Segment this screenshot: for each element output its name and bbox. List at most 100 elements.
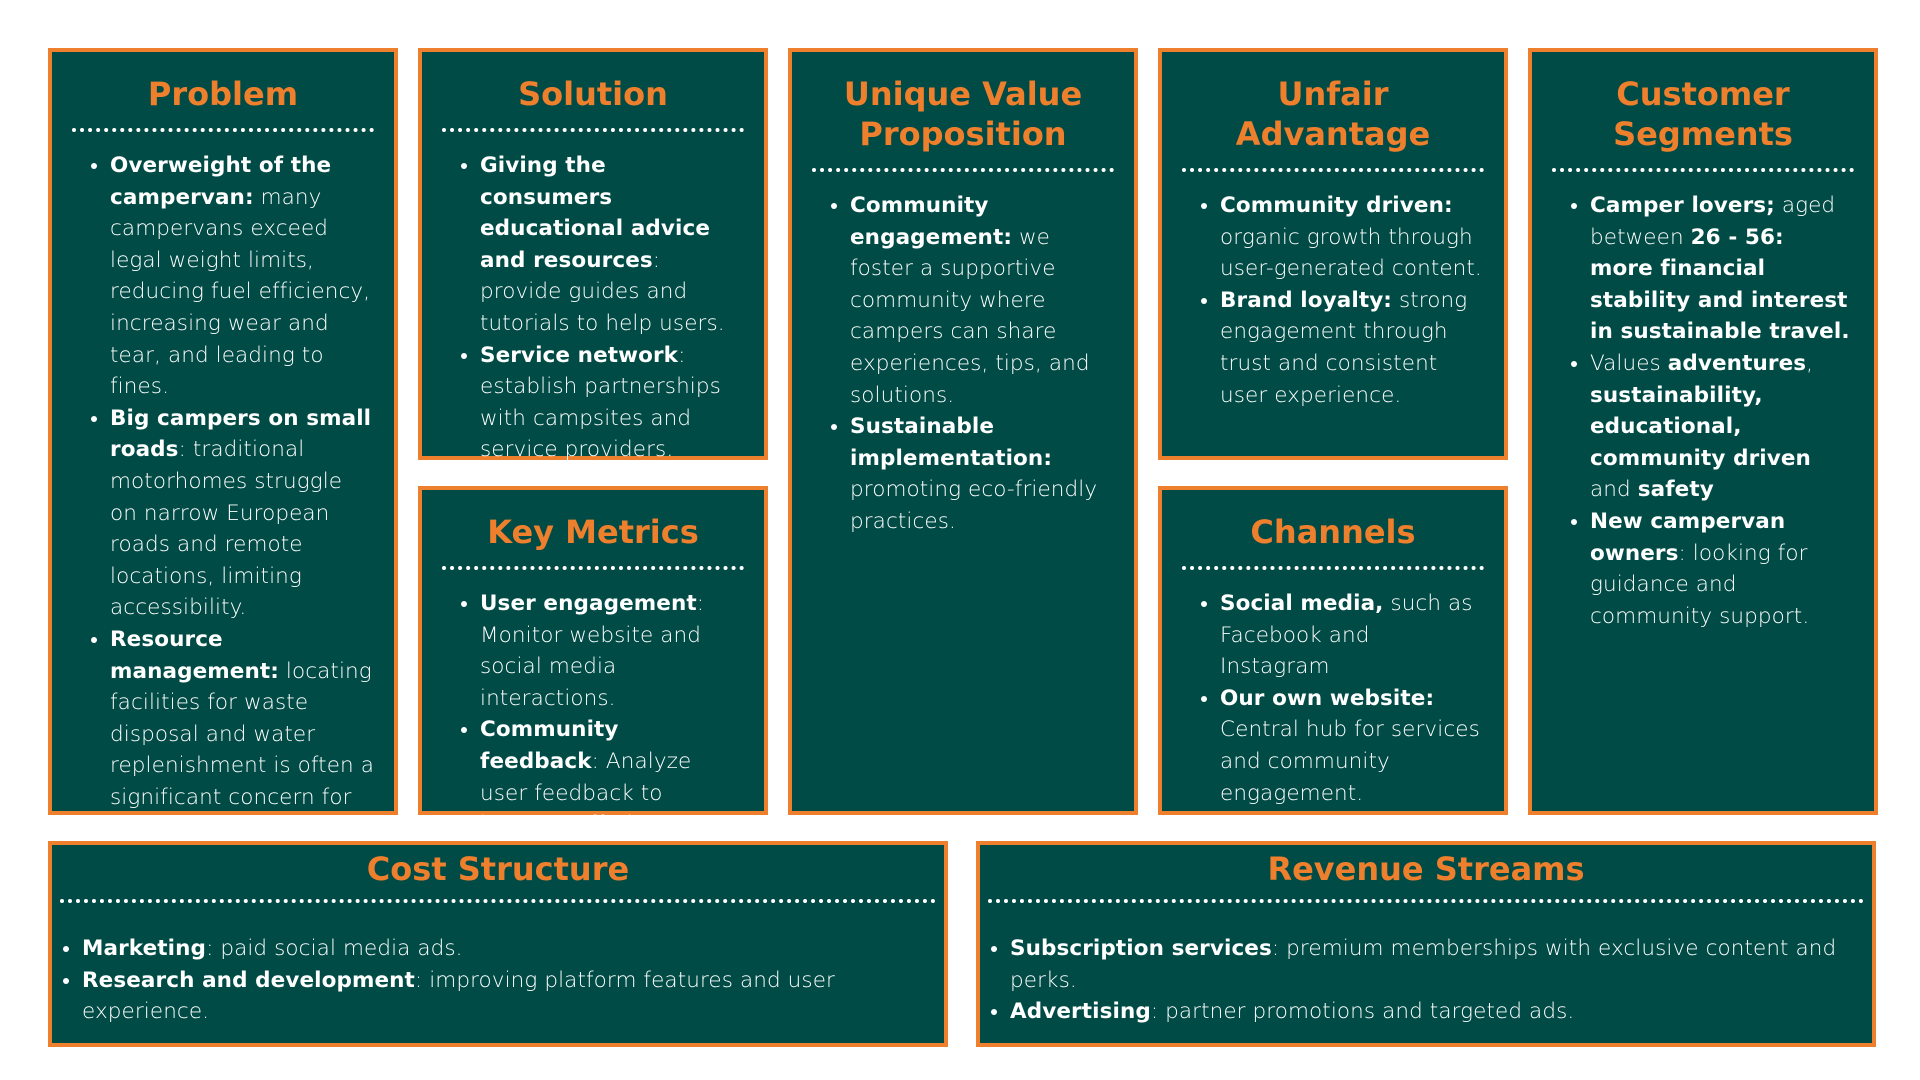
item-text: : paid social media ads. bbox=[206, 936, 463, 961]
customer-segments-title: Customer Segments bbox=[1613, 75, 1793, 153]
key-metrics-title: Key Metrics bbox=[487, 513, 699, 551]
list-item: Service network: establish partnerships … bbox=[480, 340, 744, 466]
item-bold-text: Social media, bbox=[1220, 591, 1384, 616]
list-item: Camper lovers; aged between 26 - 56: mor… bbox=[1590, 190, 1854, 348]
item-bold-text: Marketing bbox=[82, 936, 207, 961]
item-text: such as Facebook and Instagram bbox=[1220, 591, 1473, 680]
revenue-streams-title: Revenue Streams bbox=[1267, 850, 1585, 888]
dotted-divider bbox=[442, 566, 744, 570]
problem-list: Overweight of the campervan: many camper… bbox=[72, 150, 374, 845]
item-text: : Analyze user feedback to improve offer… bbox=[480, 748, 692, 838]
revenue-streams-block: Revenue Streams Subscription services: p… bbox=[976, 841, 1876, 1047]
item-text: strong engagement through trust and cons… bbox=[1220, 287, 1468, 408]
list-item: Brand loyalty: strong engagement through… bbox=[1220, 285, 1484, 411]
revenue-streams-list: Subscription services: premium membershi… bbox=[988, 933, 1864, 1028]
item-bold-text: Community driven: bbox=[1220, 193, 1453, 218]
item-text: : provide guides and tutorials to help u… bbox=[480, 247, 725, 336]
list-item: Values adventures, sustainability, educa… bbox=[1590, 348, 1854, 506]
list-item: Our own website: Central hub for service… bbox=[1220, 683, 1484, 809]
dotted-divider bbox=[1552, 168, 1854, 172]
unique-value-proposition-block: Unique Value Proposition Community engag… bbox=[788, 48, 1138, 815]
list-item: Community engagement: we foster a suppor… bbox=[850, 190, 1114, 411]
list-item: Community driven: organic growth through… bbox=[1220, 190, 1484, 285]
list-item: User engagement: Monitor website and soc… bbox=[480, 588, 744, 714]
customer-segments-block: Customer Segments Camper lovers; aged be… bbox=[1528, 48, 1878, 815]
item-bold-text: Service network bbox=[480, 342, 679, 368]
customer-segments-list: Camper lovers; aged between 26 - 56: mor… bbox=[1552, 190, 1854, 632]
item-bold-text: Advertising bbox=[1010, 999, 1151, 1025]
solution-block: Solution Giving the consumers educationa… bbox=[418, 48, 768, 462]
item-bold-text: Research and development bbox=[82, 967, 415, 993]
dotted-divider bbox=[988, 899, 1864, 903]
item-bold-text: Overweight of the campervan: bbox=[110, 153, 332, 210]
item-bold-text: Giving the consumers educational advice … bbox=[480, 153, 711, 273]
channels-list: Social media, such as Facebook and Insta… bbox=[1182, 588, 1484, 809]
item-bold-text: 26 - 56: more financial stability and in… bbox=[1590, 224, 1850, 345]
list-item: Sustainable implementation: promoting ec… bbox=[850, 411, 1114, 537]
channels-block: Channels Social media, such as Facebook … bbox=[1158, 486, 1508, 815]
cost-structure-block: Cost Structure Marketing: paid social me… bbox=[48, 841, 948, 1047]
uvp-list: Community engagement: we foster a suppor… bbox=[812, 190, 1114, 538]
list-item: Big campers on small roads: traditional … bbox=[110, 403, 374, 624]
item-text: : premium memberships with exclusive con… bbox=[1010, 936, 1837, 993]
item-text: aged between bbox=[1590, 193, 1836, 250]
item-text: Values bbox=[1590, 350, 1668, 376]
item-text: : improving platform features and user e… bbox=[82, 967, 835, 1025]
item-bold-text: User engagement bbox=[480, 591, 697, 616]
item-bold-text: Subscription services bbox=[1010, 936, 1272, 961]
item-text: : Monitor website and social media inter… bbox=[480, 591, 705, 711]
item-bold-text: Camper lovers; bbox=[1590, 193, 1775, 218]
unfair-advantage-list: Community driven: organic growth through… bbox=[1182, 190, 1484, 411]
list-item: Social media, such as Facebook and Insta… bbox=[1220, 588, 1484, 683]
list-item: Community feedback: Analyze user feedbac… bbox=[480, 714, 744, 840]
item-text: organic growth through user-generated co… bbox=[1220, 224, 1482, 282]
dotted-divider bbox=[1182, 168, 1484, 172]
item-bold-text: Resource management: bbox=[110, 626, 279, 684]
list-item: Advertising: partner promotions and targ… bbox=[1010, 996, 1864, 1028]
dotted-divider bbox=[1182, 566, 1484, 570]
item-text: promoting eco-friendly practices. bbox=[850, 477, 1098, 534]
channels-title: Channels bbox=[1250, 513, 1416, 551]
uvp-title: Unique Value Proposition bbox=[843, 75, 1083, 153]
problem-block: Problem Overweight of the campervan: man… bbox=[48, 48, 398, 841]
problem-title: Problem bbox=[147, 75, 299, 113]
item-text: : traditional motorhomes struggle on nar… bbox=[110, 437, 343, 621]
list-item: Marketing: paid social media ads. bbox=[82, 933, 936, 965]
cost-structure-list: Marketing: paid social media ads.Researc… bbox=[60, 933, 936, 1028]
item-bold-text: New campervan owners bbox=[1590, 508, 1786, 566]
unfair-advantage-title: Unfair Advantage bbox=[1235, 75, 1431, 153]
key-metrics-block: Key Metrics User engagement: Monitor web… bbox=[418, 486, 768, 837]
item-text: we foster a supportive community where c… bbox=[850, 224, 1090, 408]
item-text: : looking for guidance and community sup… bbox=[1590, 540, 1810, 629]
list-item: Giving the consumers educational advice … bbox=[480, 150, 744, 340]
key-metrics-list: User engagement: Monitor website and soc… bbox=[442, 588, 744, 841]
item-bold-text: sustainability, educational, community d… bbox=[1590, 382, 1811, 471]
list-item: Overweight of the campervan: many camper… bbox=[110, 150, 374, 403]
item-text: Central hub for services and community e… bbox=[1220, 717, 1480, 806]
item-text: : establish partnerships with campsites … bbox=[480, 342, 721, 463]
item-bold-text: adventures bbox=[1667, 350, 1807, 376]
item-bold-text: Brand loyalty: bbox=[1220, 287, 1393, 313]
dotted-divider bbox=[60, 899, 936, 903]
solution-title: Solution bbox=[518, 75, 668, 113]
list-item: Subscription services: premium membershi… bbox=[1010, 933, 1864, 996]
dotted-divider bbox=[442, 128, 744, 132]
list-item: Resource management: locating facilities… bbox=[110, 624, 374, 845]
item-bold-text: Community feedback bbox=[480, 717, 619, 774]
cost-structure-title: Cost Structure bbox=[366, 850, 630, 888]
item-bold-text: Community engagement: bbox=[850, 193, 1013, 250]
item-bold-text: Big campers on small roads bbox=[110, 405, 372, 463]
item-bold-text: Sustainable implementation: bbox=[850, 414, 1053, 471]
dotted-divider bbox=[72, 128, 374, 132]
item-text: and bbox=[1590, 477, 1638, 503]
item-text: many campervans exceed legal weight limi… bbox=[110, 184, 371, 400]
list-item: New campervan owners: looking for guidan… bbox=[1590, 506, 1854, 632]
item-text: : partner promotions and targeted ads. bbox=[1150, 999, 1575, 1025]
item-text: locating facilities for waste disposal a… bbox=[110, 658, 374, 842]
dotted-divider bbox=[812, 168, 1114, 172]
list-item: Research and development: improving plat… bbox=[82, 965, 936, 1028]
solution-list: Giving the consumers educational advice … bbox=[442, 150, 744, 466]
unfair-advantage-block: Unfair Advantage Community driven: organ… bbox=[1158, 48, 1508, 460]
item-bold-text: safety bbox=[1637, 477, 1714, 503]
item-bold-text: Our own website: bbox=[1220, 685, 1435, 711]
